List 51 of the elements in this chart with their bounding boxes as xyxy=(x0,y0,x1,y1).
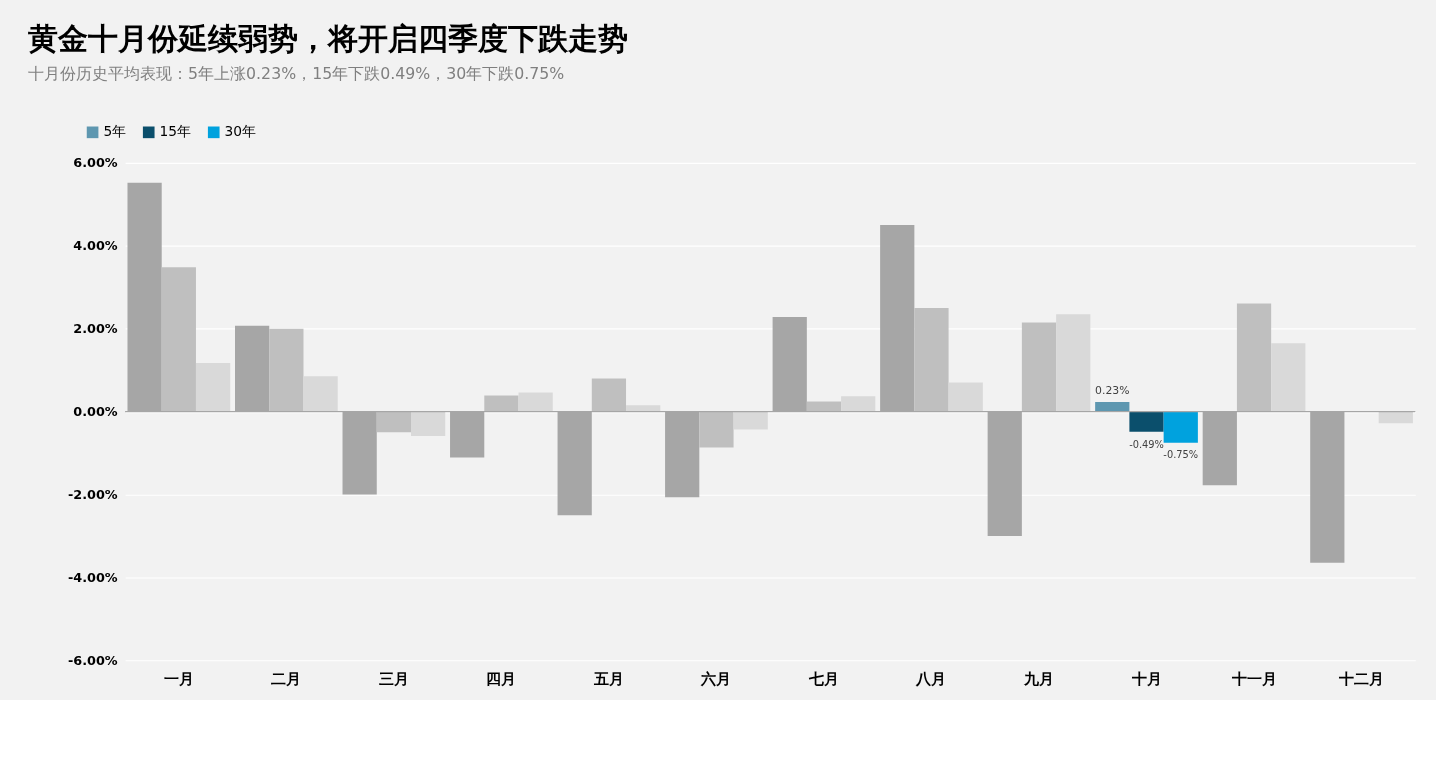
bar xyxy=(914,307,949,412)
bar xyxy=(699,411,734,448)
bar xyxy=(518,392,553,412)
legend-label: 30年 xyxy=(224,123,257,140)
bar xyxy=(948,382,983,412)
data-label: -0.75% xyxy=(1163,449,1199,461)
bar xyxy=(841,396,876,412)
bar xyxy=(1021,322,1057,412)
x-tick-label: 六月 xyxy=(700,670,732,688)
legend-label: 15年 xyxy=(159,123,192,140)
data-label: -0.49% xyxy=(1129,438,1164,450)
bar xyxy=(1163,411,1198,443)
y-tick-label: 4.00% xyxy=(73,238,118,254)
bar xyxy=(1095,402,1130,412)
data-label: 0.23% xyxy=(1095,384,1130,398)
bar xyxy=(269,328,304,412)
y-tick-label: 6.00% xyxy=(73,155,118,171)
bar xyxy=(806,401,842,412)
x-tick-label: 一月 xyxy=(163,670,194,688)
x-tick-label: 九月 xyxy=(1023,670,1054,688)
legend-label: 5年 xyxy=(103,123,127,140)
bar xyxy=(626,405,661,412)
bar xyxy=(376,411,411,433)
bar xyxy=(303,376,338,412)
x-tick-label: 五月 xyxy=(592,670,624,688)
chart-subtitle: 十月份历史平均表现：5年上涨0.23%，15年下跌0.49%，30年下跌0.75% xyxy=(28,64,565,84)
bar xyxy=(195,363,231,412)
bar xyxy=(1236,303,1272,412)
x-tick-label: 八月 xyxy=(915,670,947,688)
bar xyxy=(1056,314,1091,412)
bar xyxy=(733,411,768,430)
y-tick-label: 2.00% xyxy=(73,321,118,337)
x-tick-label: 十月 xyxy=(1130,670,1162,688)
bar xyxy=(591,378,627,412)
x-tick-label: 十一月 xyxy=(1230,670,1277,688)
y-tick-label: 0.00% xyxy=(73,403,118,419)
x-tick-label: 二月 xyxy=(271,670,302,688)
x-tick-label: 十二月 xyxy=(1338,670,1385,688)
bar xyxy=(1378,411,1413,424)
bar xyxy=(484,395,519,412)
bar xyxy=(1129,411,1164,432)
chart-title: 黄金十月份延续弱势，将开启四季度下跌走势 xyxy=(28,21,629,56)
bar xyxy=(161,267,196,412)
y-tick-label: -6.00% xyxy=(67,652,118,668)
bar xyxy=(411,411,446,437)
x-tick-label: 七月 xyxy=(807,670,839,688)
y-tick-label: -2.00% xyxy=(67,486,118,502)
bar xyxy=(1271,343,1306,412)
x-tick-label: 三月 xyxy=(378,670,409,688)
x-tick-label: 四月 xyxy=(486,670,517,688)
y-tick-label: -4.00% xyxy=(67,569,118,585)
